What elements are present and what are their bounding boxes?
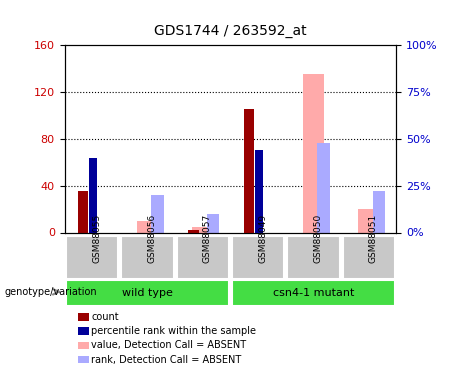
Text: GSM88055: GSM88055: [92, 214, 101, 263]
Text: GSM88050: GSM88050: [313, 214, 323, 263]
Bar: [151, 195, 164, 232]
Text: GSM88051: GSM88051: [369, 214, 378, 263]
Bar: [89, 158, 97, 232]
Bar: [207, 214, 219, 232]
Text: value, Detection Call = ABSENT: value, Detection Call = ABSENT: [91, 340, 246, 350]
Text: count: count: [91, 312, 119, 322]
Text: GDS1744 / 263592_at: GDS1744 / 263592_at: [154, 24, 307, 38]
Bar: [177, 236, 229, 279]
Bar: [232, 236, 284, 279]
Bar: [358, 209, 379, 232]
Text: wild type: wild type: [122, 288, 173, 298]
Text: rank, Detection Call = ABSENT: rank, Detection Call = ABSENT: [91, 355, 242, 364]
Bar: [243, 110, 254, 232]
Bar: [192, 226, 213, 232]
Bar: [343, 236, 395, 279]
Bar: [66, 280, 229, 306]
Bar: [121, 236, 174, 279]
Bar: [232, 280, 395, 306]
Bar: [77, 192, 89, 232]
Text: csn4-1 mutant: csn4-1 mutant: [273, 288, 354, 298]
Text: GSM88049: GSM88049: [258, 214, 267, 263]
Bar: [188, 230, 199, 232]
Text: genotype/variation: genotype/variation: [5, 287, 97, 297]
Bar: [287, 236, 340, 279]
Bar: [137, 221, 158, 232]
Text: GSM88057: GSM88057: [203, 214, 212, 263]
Bar: [303, 74, 324, 232]
Bar: [255, 150, 263, 232]
Bar: [317, 142, 330, 232]
Text: percentile rank within the sample: percentile rank within the sample: [91, 326, 256, 336]
Text: GSM88056: GSM88056: [148, 214, 157, 263]
Bar: [66, 236, 118, 279]
Bar: [372, 191, 385, 232]
